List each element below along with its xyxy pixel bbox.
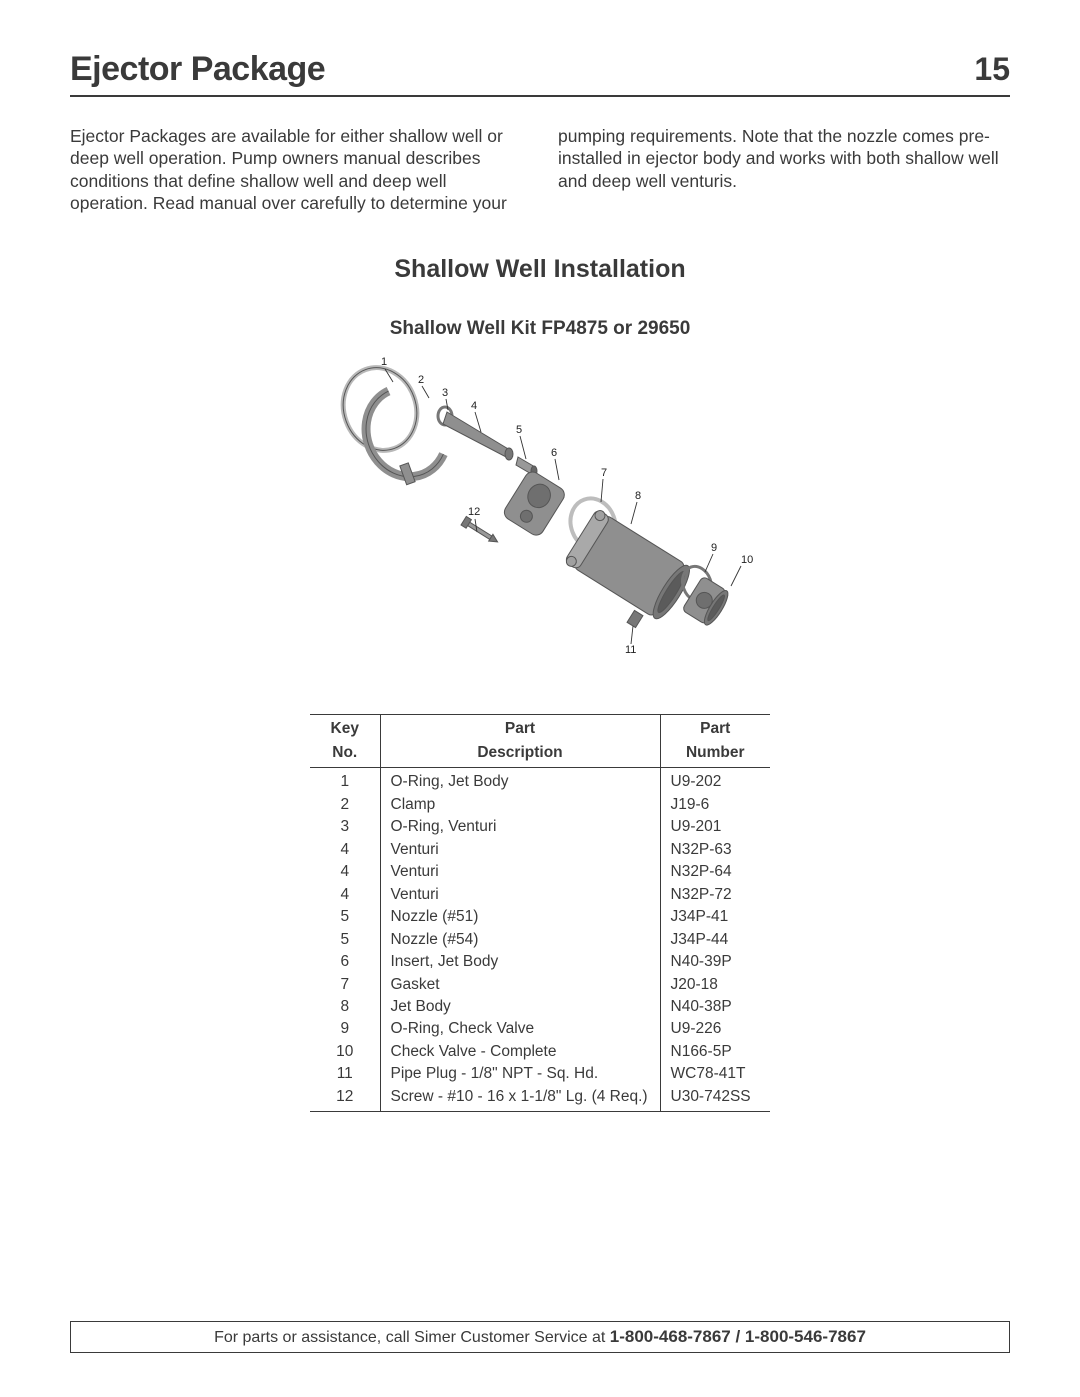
cell-key: 5 [310, 929, 380, 951]
parts-table-head: Key Part Part No. Description Number [310, 714, 770, 768]
cell-desc: Venturi [380, 884, 660, 906]
cell-num: J34P-41 [660, 906, 770, 928]
table-row: 8Jet BodyN40-38P [310, 996, 770, 1018]
footer-lead: For parts or assistance, call Simer Cust… [214, 1329, 610, 1346]
cell-num: U9-201 [660, 816, 770, 838]
th-num-a: Part [660, 714, 770, 739]
cell-desc: O-Ring, Jet Body [380, 768, 660, 794]
cell-desc: Nozzle (#51) [380, 906, 660, 928]
callout-4: 4 [471, 400, 477, 412]
table-row: 11Pipe Plug - 1/8" NPT - Sq. Hd.WC78-41T [310, 1063, 770, 1085]
cell-key: 1 [310, 768, 380, 794]
callout-12: 12 [468, 506, 480, 518]
table-row: 1O-Ring, Jet BodyU9-202 [310, 768, 770, 794]
table-row: 10Check Valve - CompleteN166-5P [310, 1041, 770, 1063]
callout-7: 7 [601, 467, 607, 479]
cell-key: 10 [310, 1041, 380, 1063]
callout-1: 1 [381, 356, 387, 368]
intro-paragraph: Ejector Packages are available for eithe… [70, 125, 1010, 215]
cell-key: 12 [310, 1086, 380, 1112]
cell-num: J34P-44 [660, 929, 770, 951]
table-row: 2ClampJ19-6 [310, 794, 770, 816]
page-header: Ejector Package 15 [70, 50, 1010, 97]
exploded-diagram: 1 2 3 4 5 6 7 8 9 10 11 12 [325, 354, 755, 664]
cell-key: 8 [310, 996, 380, 1018]
table-row: 7GasketJ20-18 [310, 974, 770, 996]
cell-num: J20-18 [660, 974, 770, 996]
callout-6: 6 [551, 447, 557, 459]
table-row: 4VenturiN32P-72 [310, 884, 770, 906]
cell-desc: Jet Body [380, 996, 660, 1018]
th-num-b: Number [660, 739, 770, 768]
cell-key: 5 [310, 906, 380, 928]
cell-num: U9-202 [660, 768, 770, 794]
table-row: 5Nozzle (#51)J34P-41 [310, 906, 770, 928]
cell-num: N40-39P [660, 951, 770, 973]
cell-num: N32P-64 [660, 861, 770, 883]
cell-key: 6 [310, 951, 380, 973]
th-key-b: No. [310, 739, 380, 768]
table-row: 6Insert, Jet BodyN40-39P [310, 951, 770, 973]
callout-10: 10 [741, 554, 753, 566]
th-key-a: Key [310, 714, 380, 739]
cell-desc: Check Valve - Complete [380, 1041, 660, 1063]
table-row: 3O-Ring, VenturiU9-201 [310, 816, 770, 838]
cell-num: N32P-72 [660, 884, 770, 906]
cell-key: 4 [310, 884, 380, 906]
table-row: 9O-Ring, Check ValveU9-226 [310, 1018, 770, 1040]
callout-3: 3 [442, 387, 448, 399]
cell-desc: Nozzle (#54) [380, 929, 660, 951]
cell-desc: Clamp [380, 794, 660, 816]
cell-key: 2 [310, 794, 380, 816]
cell-key: 9 [310, 1018, 380, 1040]
callout-9: 9 [711, 542, 717, 554]
cell-key: 7 [310, 974, 380, 996]
callout-5: 5 [516, 424, 522, 436]
cell-desc: Pipe Plug - 1/8" NPT - Sq. Hd. [380, 1063, 660, 1085]
cell-num: N40-38P [660, 996, 770, 1018]
cell-num: WC78-41T [660, 1063, 770, 1085]
cell-desc: Screw - #10 - 16 x 1-1/8" Lg. (4 Req.) [380, 1086, 660, 1112]
cell-desc: O-Ring, Venturi [380, 816, 660, 838]
parts-table: Key Part Part No. Description Number 1O-… [310, 714, 770, 1113]
cell-num: N32P-63 [660, 839, 770, 861]
table-row: 4VenturiN32P-64 [310, 861, 770, 883]
page-number: 15 [974, 51, 1010, 88]
cell-desc: Venturi [380, 861, 660, 883]
th-desc-b: Description [380, 739, 660, 768]
cell-num: U9-226 [660, 1018, 770, 1040]
cell-desc: O-Ring, Check Valve [380, 1018, 660, 1040]
callout-8: 8 [635, 490, 641, 502]
callout-2: 2 [418, 374, 424, 386]
page-title: Ejector Package [70, 50, 325, 89]
table-row: 5Nozzle (#54)J34P-44 [310, 929, 770, 951]
table-row: 4VenturiN32P-63 [310, 839, 770, 861]
cell-key: 11 [310, 1063, 380, 1085]
callout-11: 11 [625, 644, 636, 656]
kit-heading: Shallow Well Kit FP4875 or 29650 [70, 318, 1010, 340]
cell-desc: Venturi [380, 839, 660, 861]
table-row: 12Screw - #10 - 16 x 1-1/8" Lg. (4 Req.)… [310, 1086, 770, 1112]
cell-num: N166-5P [660, 1041, 770, 1063]
footer-phones: 1-800-468-7867 / 1-800-546-7867 [610, 1327, 866, 1346]
cell-key: 3 [310, 816, 380, 838]
cell-desc: Insert, Jet Body [380, 951, 660, 973]
cell-key: 4 [310, 839, 380, 861]
exploded-diagram-svg [325, 354, 755, 664]
cell-num: U30-742SS [660, 1086, 770, 1112]
cell-key: 4 [310, 861, 380, 883]
footer-bar: For parts or assistance, call Simer Cust… [70, 1321, 1010, 1353]
cell-desc: Gasket [380, 974, 660, 996]
parts-table-body: 1O-Ring, Jet BodyU9-2022ClampJ19-63O-Rin… [310, 768, 770, 1112]
th-desc-a: Part [380, 714, 660, 739]
cell-num: J19-6 [660, 794, 770, 816]
section-heading: Shallow Well Installation [70, 255, 1010, 284]
